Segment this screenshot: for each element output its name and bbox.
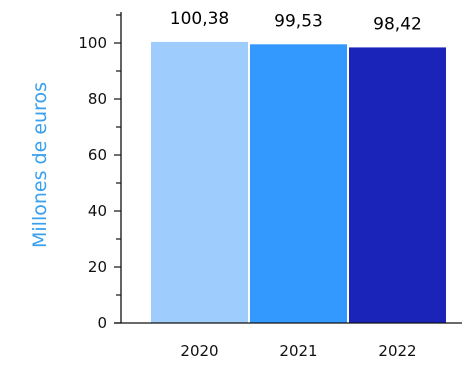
x-tick-label-2020: 2020 (180, 342, 218, 360)
bar-2022 (349, 47, 446, 323)
y-tick-label: 100 (78, 34, 107, 52)
bar-2021 (250, 44, 347, 323)
y-tick-label: 40 (88, 202, 107, 220)
y-tick-label: 20 (88, 258, 107, 276)
value-label-2020: 100,38 (170, 9, 229, 29)
x-tick-label-2022: 2022 (378, 342, 416, 360)
y-tick-label: 0 (97, 314, 107, 332)
x-tick-label-2021: 2021 (279, 342, 317, 360)
y-tick-label: 80 (88, 90, 107, 108)
value-labels: 100,38 99,53 98,42 (170, 9, 422, 34)
value-label-2021: 99,53 (274, 11, 323, 31)
y-axis: 0 20 40 60 80 100 (78, 12, 122, 332)
value-label-2022: 98,42 (373, 14, 422, 34)
y-axis-title: Millones de euros (29, 82, 51, 248)
bar-2020 (151, 41, 248, 323)
y-tick-label: 60 (88, 146, 107, 164)
x-axis: 2020 2021 2022 (114, 322, 462, 360)
bars (151, 41, 446, 323)
